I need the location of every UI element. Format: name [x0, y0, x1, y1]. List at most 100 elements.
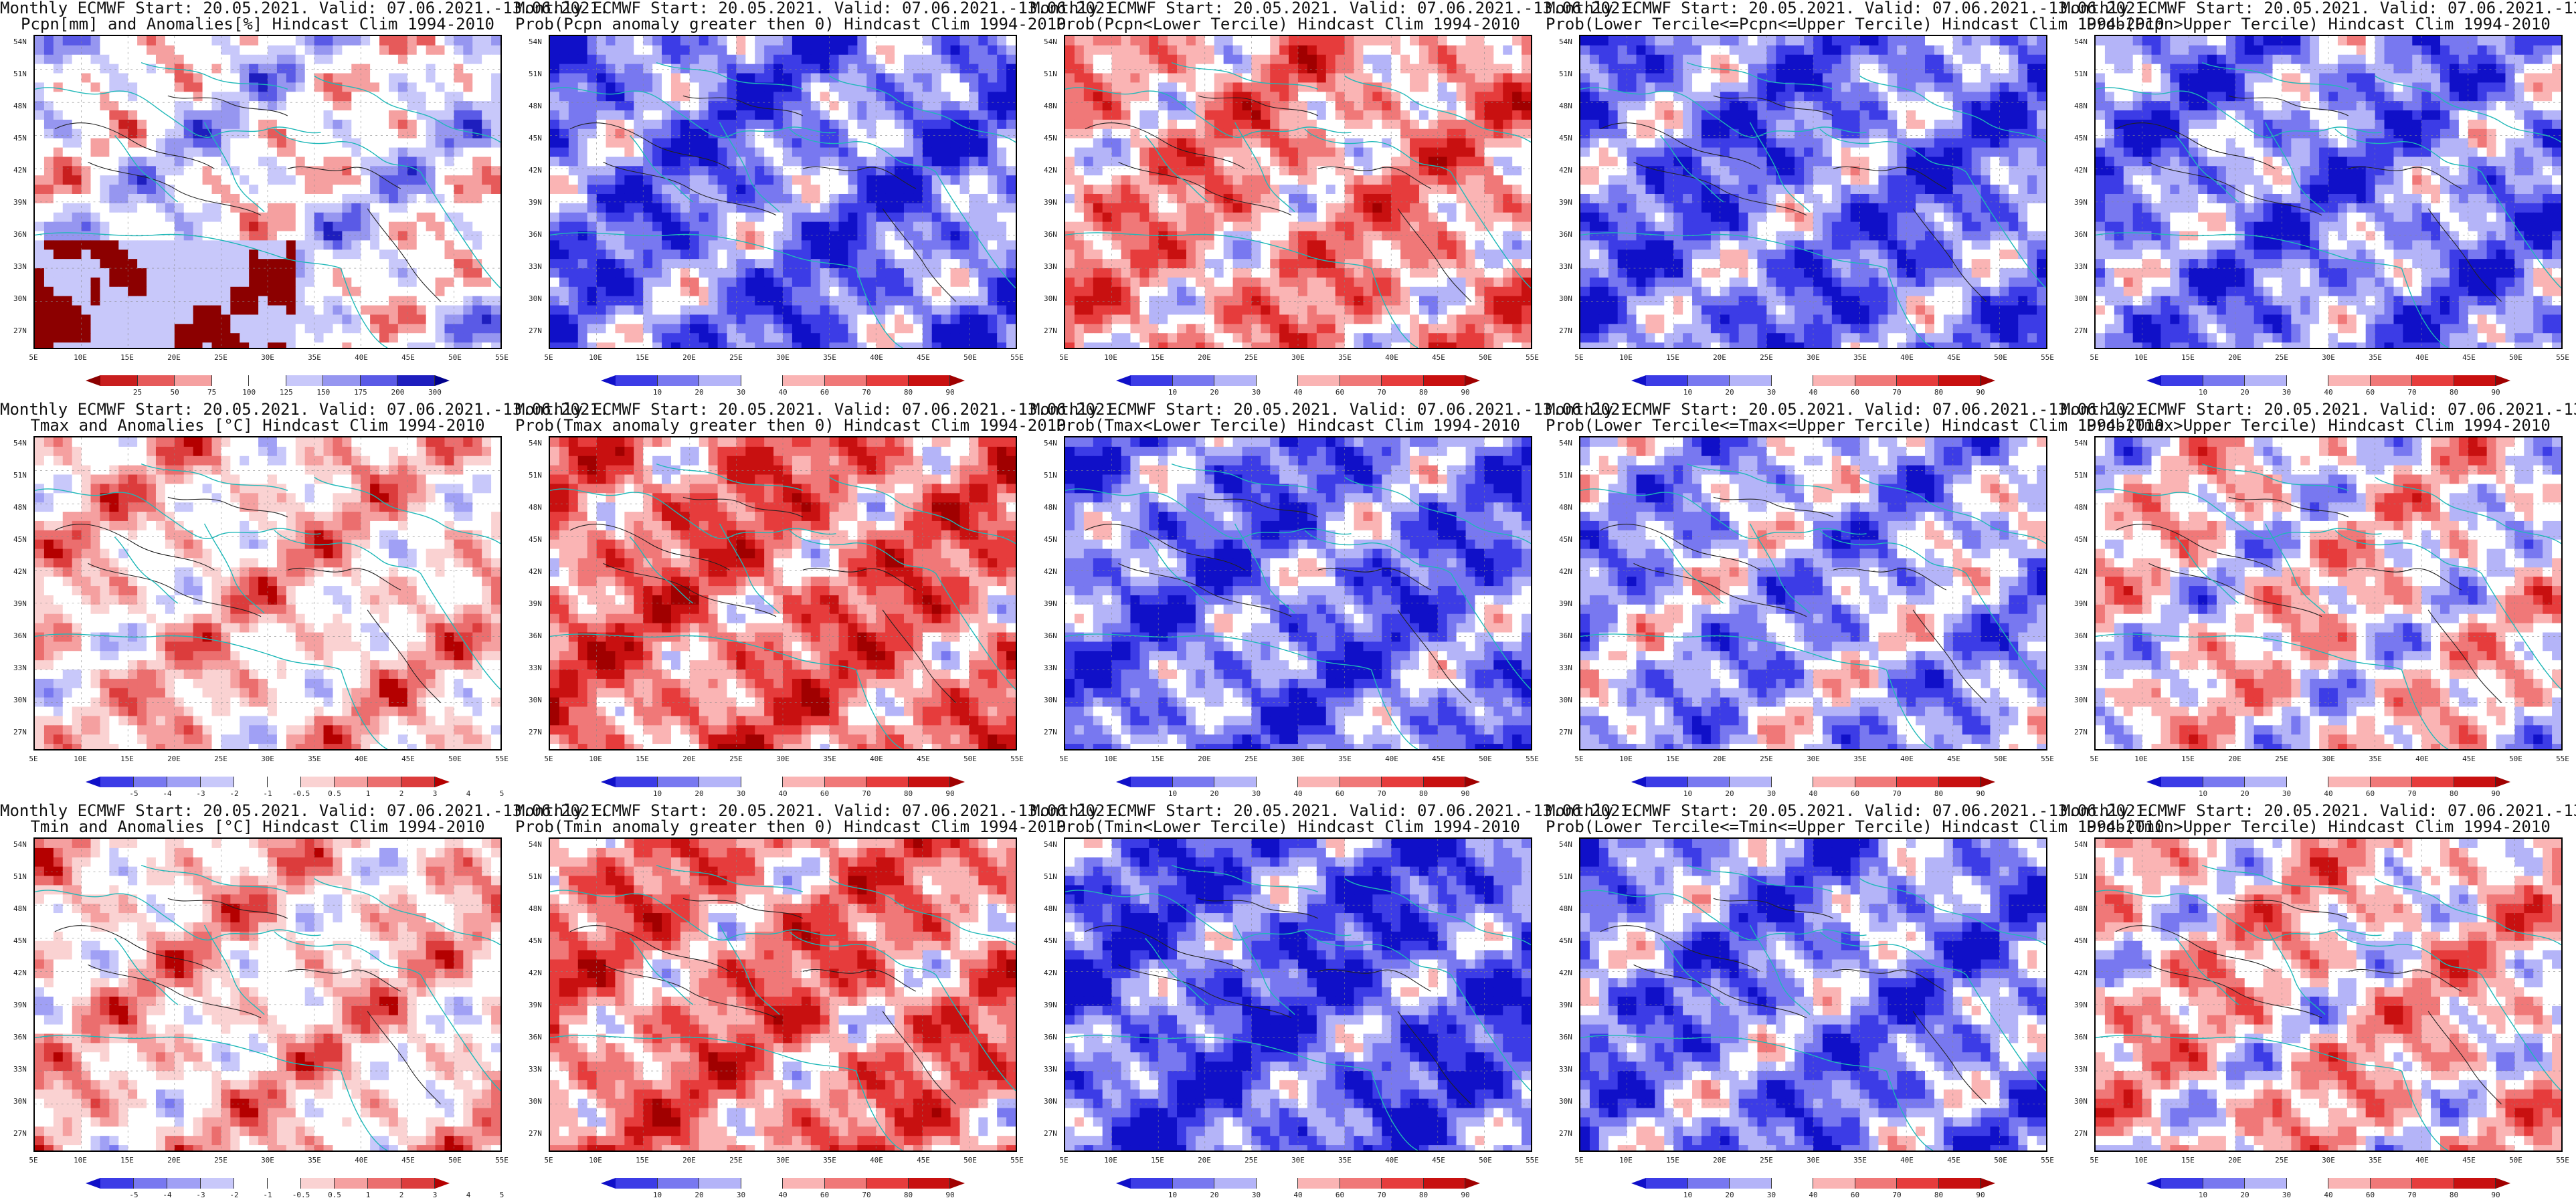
- field-cell: [820, 73, 830, 83]
- field-cell: [1121, 185, 1131, 195]
- field-cell: [1437, 101, 1448, 111]
- field-cell: [670, 333, 681, 343]
- field-cell: [1158, 185, 1168, 195]
- field-cell: [379, 259, 389, 269]
- field-cell: [1279, 147, 1289, 157]
- field-cell: [1400, 286, 1410, 297]
- field-cell: [895, 296, 905, 306]
- field-cell: [230, 286, 240, 297]
- field-cell: [426, 221, 436, 231]
- field-cell: [903, 166, 914, 176]
- field-cell: [895, 185, 905, 195]
- field-cell: [1512, 249, 1522, 260]
- lon-tick-label: 5E: [29, 353, 37, 362]
- field-cell: [202, 259, 212, 269]
- field-cell: [1251, 36, 1261, 46]
- field-cell: [211, 296, 221, 306]
- field-cell: [708, 166, 719, 176]
- field-cell: [1279, 286, 1289, 297]
- field-cell: [792, 231, 802, 241]
- field-cell: [1298, 286, 1308, 297]
- coastline: [829, 75, 1016, 143]
- field-cell: [90, 324, 100, 334]
- field-cell: [931, 185, 942, 195]
- field-cell: [1177, 147, 1187, 157]
- field-cell: [885, 101, 895, 111]
- field-cell: [323, 268, 333, 278]
- field-cell: [1475, 101, 1485, 111]
- field-cell: [230, 45, 240, 56]
- field-cell: [736, 73, 746, 83]
- lon-tick-label: 5E: [544, 353, 553, 362]
- field-cell: [1447, 221, 1457, 231]
- field-cell: [1307, 221, 1317, 231]
- field-cell: [1447, 259, 1457, 269]
- field-cell: [857, 157, 867, 167]
- field-cell: [444, 185, 454, 195]
- field-cell: [969, 138, 979, 148]
- field-cell: [717, 73, 727, 83]
- field-cell: [165, 166, 175, 176]
- field-cell: [568, 82, 579, 92]
- field-cell: [1428, 231, 1439, 241]
- field-cell: [435, 259, 445, 269]
- field-cell: [1223, 175, 1234, 185]
- field-cell: [62, 128, 73, 139]
- field-cell: [820, 203, 830, 213]
- field-cell: [997, 296, 1007, 306]
- field-cell: [1204, 110, 1215, 120]
- field-cell: [689, 166, 700, 176]
- field-cell: [1335, 157, 1346, 167]
- colorbar-tick-label: 60: [820, 388, 829, 397]
- field-cell: [426, 277, 436, 288]
- field-cell: [1428, 36, 1439, 46]
- field-cell: [174, 175, 185, 185]
- field-cell: [1391, 268, 1401, 278]
- field-cell: [941, 231, 951, 241]
- field-cell: [276, 268, 287, 278]
- field-cell: [559, 166, 569, 176]
- field-cell: [903, 175, 914, 185]
- field-cell: [662, 147, 672, 157]
- field-cell: [624, 128, 634, 139]
- field-cell: [699, 268, 709, 278]
- field-cell: [323, 128, 333, 139]
- field-cell: [268, 101, 278, 111]
- field-cell: [472, 296, 482, 306]
- field-cell: [435, 166, 445, 176]
- field-cell: [783, 45, 793, 56]
- field-cell: [463, 231, 473, 241]
- field-cell: [128, 259, 138, 269]
- field-cell: [1251, 157, 1261, 167]
- field-cell: [1447, 92, 1457, 102]
- field-cell: [615, 166, 625, 176]
- field-cell: [1168, 193, 1178, 204]
- field-cell: [1363, 221, 1373, 231]
- field-cell: [268, 231, 278, 241]
- field-cell: [1093, 240, 1103, 250]
- field-cell: [1325, 296, 1336, 306]
- field-cell: [304, 286, 315, 297]
- field-cell: [866, 342, 877, 348]
- field-cell: [276, 193, 287, 204]
- field-cell: [699, 73, 709, 83]
- field-cell: [876, 203, 886, 213]
- field-cell: [202, 193, 212, 204]
- field-cell: [444, 203, 454, 213]
- field-cell: [1195, 221, 1206, 231]
- field-cell: [801, 110, 812, 120]
- field-cell: [1232, 221, 1243, 231]
- field-cell: [1186, 73, 1196, 83]
- field-cell: [1493, 92, 1503, 102]
- field-cell: [295, 82, 306, 92]
- field-cell: [342, 138, 352, 148]
- field-cell: [689, 185, 700, 195]
- field-cell: [699, 138, 709, 148]
- field-cell: [221, 314, 231, 324]
- field-cell: [90, 110, 100, 120]
- field-cell: [323, 296, 333, 306]
- field-cell: [596, 333, 607, 343]
- field-cell: [596, 64, 607, 74]
- field-cell: [463, 36, 473, 46]
- lon-tick-label: 40E: [870, 353, 883, 362]
